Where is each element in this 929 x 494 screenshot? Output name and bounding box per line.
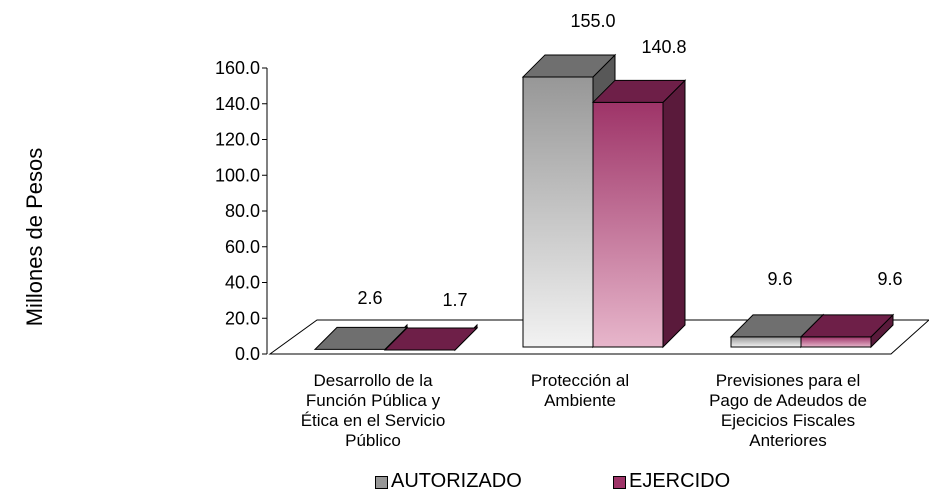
bar-ejercido-proteccion-al-ambiente-front (592, 101, 664, 348)
data-label-autorizado-desarrollo-de-la-funcion-publica-y-etica-en-el-servicio-publico: 2.6 (357, 288, 382, 308)
legend-item-autorizado: AUTORIZADO (375, 470, 522, 489)
legend-item-ejercido: EJERCIDO (613, 470, 730, 489)
x-category-label-previsiones-para-el-pago-de-adeudos-de-ejecicios-fiscales-anteriores: Previsiones para el Pago de Adeudos de Eje… (709, 371, 867, 450)
data-labels: 2.6 1.7 155.0 140.8 9.6 9.6 (357, 11, 902, 310)
legend-swatch-autorizado (375, 476, 388, 489)
y-tick-label: 40.0 (225, 273, 260, 293)
bar-ejercido-desarrollo-de-la-funcion-publica-y-etica-en-el-servicio-publico-top (383, 327, 479, 351)
bars (313, 53, 895, 352)
bar-ejercido-proteccion-al-ambiente (591, 79, 687, 349)
data-label-ejercido-desarrollo-de-la-funcion-publica-y-etica-en-el-servicio-publico: 1.7 (442, 290, 467, 310)
bar-ejercido-desarrollo-de-la-funcion-publica-y-etica-en-el-servicio-publico (383, 323, 479, 352)
y-axis-title: Millones de Pesos (22, 148, 47, 327)
bar-ejercido-proteccion-al-ambiente-side (662, 79, 686, 349)
legend-swatch-ejercido (613, 476, 626, 489)
y-tick-label: 60.0 (225, 237, 260, 257)
y-tick-label: 140.0 (215, 94, 260, 114)
y-tick-label: 20.0 (225, 308, 260, 328)
y-tick-label: 120.0 (215, 130, 260, 150)
bar-autorizado-proteccion-al-ambiente-front (522, 76, 594, 348)
legend-label-ejercido: EJERCIDO (629, 470, 731, 489)
legend: AUTORIZADO EJERCIDO (0, 470, 929, 489)
bar-autorizado-desarrollo-de-la-funcion-publica-y-etica-en-el-servicio-publico-top (313, 326, 409, 350)
legend-label-autorizado: AUTORIZADO (391, 470, 522, 489)
x-category-label-proteccion-al-ambiente: Protección al Ambiente (531, 371, 629, 410)
y-tick-label: 160.0 (215, 58, 260, 78)
data-label-autorizado-proteccion-al-ambiente: 155.0 (570, 11, 615, 31)
bar-autorizado-desarrollo-de-la-funcion-publica-y-etica-en-el-servicio-publico (313, 323, 409, 351)
bar-ejercido-previsiones-para-el-pago-de-adeudos-de-ejecicios-fiscales-anteriores-top (799, 314, 895, 338)
data-label-autorizado-previsiones-para-el-pago-de-adeudos-de-ejecicios-fiscales-anteriores: 9.6 (767, 269, 792, 289)
data-label-ejercido-proteccion-al-ambiente: 140.8 (641, 37, 686, 57)
y-tick-label: 80.0 (225, 201, 260, 221)
bar-ejercido-previsiones-para-el-pago-de-adeudos-de-ejecicios-fiscales-anteriores (799, 313, 895, 349)
x-axis-categories: Desarrollo de la Función Pública y Ética e… (301, 371, 867, 450)
y-tick-label: 100.0 (215, 165, 260, 185)
bar-autorizado-previsiones-para-el-pago-de-adeudos-de-ejecicios-fiscales-anteriores-front (730, 336, 802, 348)
bar-autorizado-proteccion-al-ambiente-top (521, 54, 617, 78)
bar-ejercido-proteccion-al-ambiente-top (591, 79, 687, 103)
bar-ejercido-previsiones-para-el-pago-de-adeudos-de-ejecicios-fiscales-anteriores-front (800, 336, 872, 348)
y-tick-label: 0.0 (235, 344, 260, 364)
x-category-label-desarrollo-de-la-funcion-publica-y-etica-en-el-servicio-publico: Desarrollo de la Función Pública y Ética e… (301, 371, 446, 450)
data-label-ejercido-previsiones-para-el-pago-de-adeudos-de-ejecicios-fiscales-anteriores: 9.6 (877, 269, 902, 289)
y-axis: 0.0 20.0 40.0 60.0 80.0 100.0 120.0 140.0 160.0 (215, 58, 268, 364)
